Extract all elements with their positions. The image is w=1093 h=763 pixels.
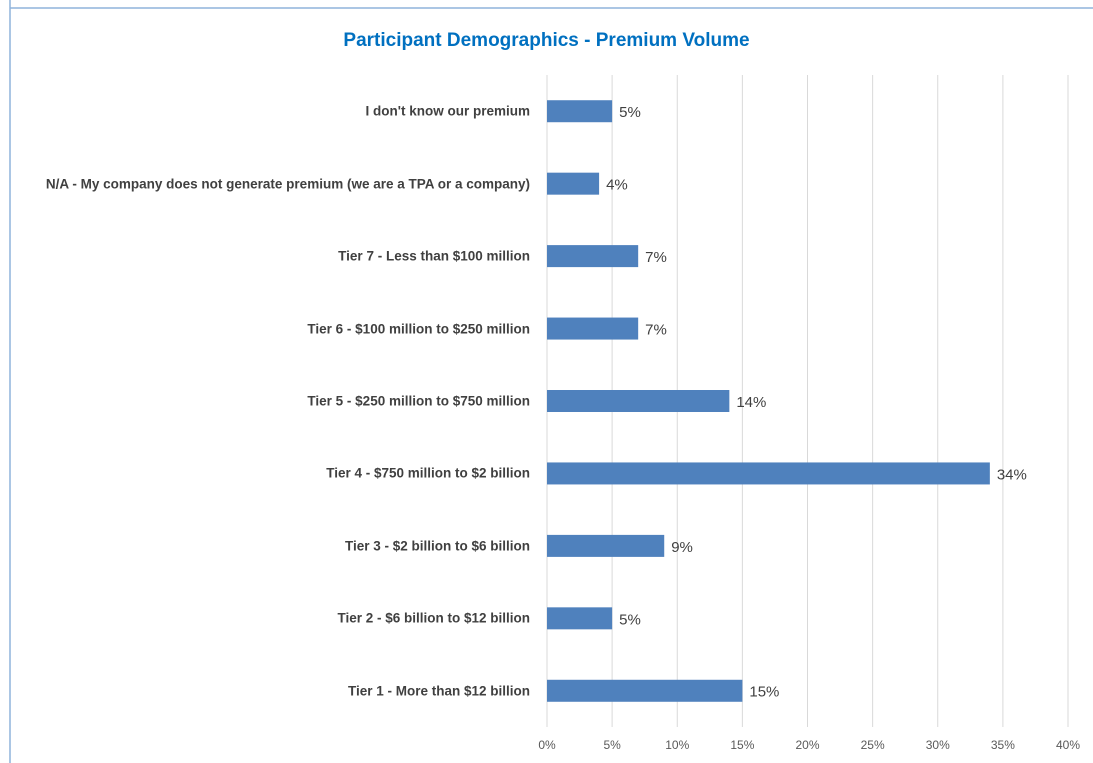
data-label: 5% (619, 611, 641, 628)
x-tick-label: 0% (538, 738, 556, 752)
y-tick-label: Tier 1 - More than $12 billion (347, 683, 530, 699)
bar (547, 317, 639, 340)
x-tick-label: 35% (991, 738, 1015, 752)
bar (547, 172, 600, 195)
y-tick-label: Tier 4 - $750 million to $2 billion (326, 465, 530, 481)
x-tick-label: 15% (730, 738, 754, 752)
x-tick-label: 30% (926, 738, 950, 752)
bar (547, 100, 613, 123)
y-tick-label: I don't know our premium (365, 103, 530, 119)
y-tick-label: Tier 3 - $2 billion to $6 billion (344, 538, 530, 554)
data-label: 9% (671, 539, 693, 556)
bar (547, 245, 639, 268)
data-label: 7% (645, 322, 667, 339)
x-tick-label: 10% (665, 738, 689, 752)
y-tick-label: N/A - My company does not generate premi… (45, 176, 530, 192)
data-label: 15% (749, 684, 779, 701)
y-tick-label: Tier 5 - $250 million to $750 million (307, 393, 530, 409)
chart-title: Participant Demographics - Premium Volum… (343, 30, 750, 51)
x-tick-label: 25% (861, 738, 885, 752)
data-label: 5% (619, 104, 641, 121)
bar (547, 534, 665, 557)
x-tick-label: 20% (795, 738, 819, 752)
data-label: 34% (997, 466, 1027, 483)
bar (547, 679, 743, 702)
data-label: 4% (606, 177, 628, 194)
y-tick-label: Tier 7 - Less than $100 million (338, 248, 530, 264)
bar (547, 607, 613, 630)
bar (547, 390, 730, 412)
x-tick-label: 40% (1056, 738, 1080, 752)
data-label: 7% (645, 249, 667, 266)
data-label: 14% (736, 394, 766, 411)
y-tick-label: Tier 6 - $100 million to $250 million (307, 321, 530, 337)
y-tick-label: Tier 2 - $6 billion to $12 billion (337, 610, 530, 626)
x-tick-label: 5% (603, 738, 621, 752)
bar (547, 462, 990, 485)
